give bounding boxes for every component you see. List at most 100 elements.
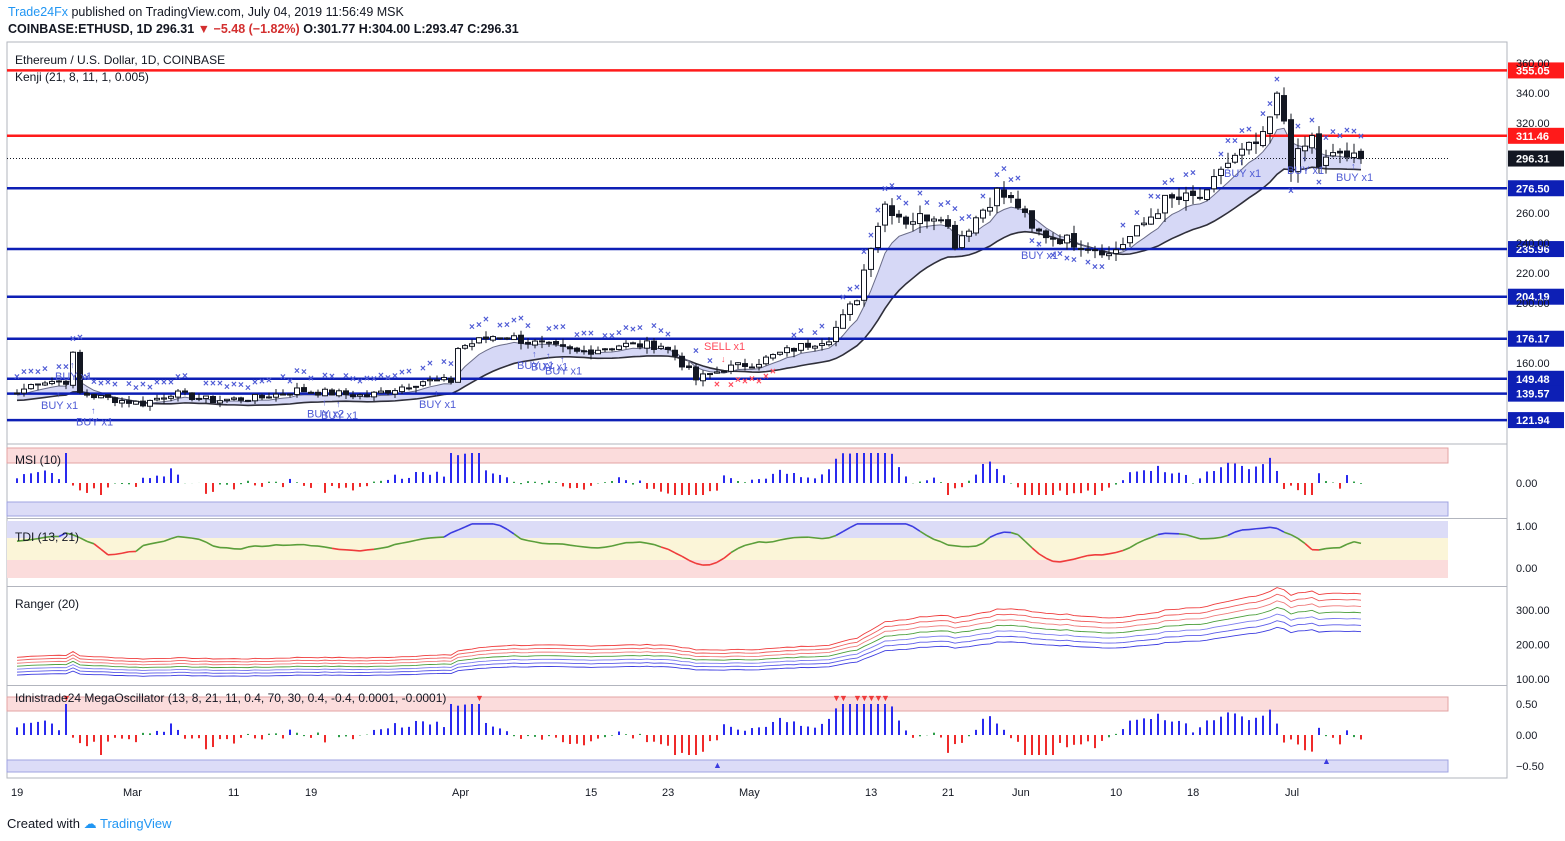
buy-x-marker: ×: [812, 328, 818, 339]
author-link[interactable]: Trade24Fx: [8, 5, 68, 19]
candle-up: [875, 225, 881, 249]
candle-up: [938, 219, 944, 222]
candle-down: [1078, 247, 1084, 250]
tdi-line-segment: [408, 539, 417, 543]
tdi-line-segment: [1031, 547, 1040, 555]
buy-x-marker: ×: [504, 320, 510, 331]
buy-x-marker: ×: [882, 184, 888, 195]
candle-up: [1092, 249, 1098, 252]
candle-down: [553, 341, 559, 345]
candle-down: [182, 390, 188, 393]
buy-x-marker: ×: [616, 328, 622, 339]
candle-up: [973, 217, 979, 234]
close-value: 296.31: [480, 22, 519, 36]
buy-x-marker: ×: [105, 378, 111, 389]
buy-x-marker: ×: [1148, 191, 1154, 202]
tdi-line-segment: [93, 543, 102, 550]
candle-down: [1015, 198, 1021, 209]
buy-x-marker: ×: [259, 377, 265, 388]
tdi-line-segment: [100, 548, 109, 556]
tdi-line-segment: [121, 550, 130, 555]
buy-x-marker: ×: [553, 322, 559, 333]
candle-up: [840, 314, 846, 329]
tdi-line-segment: [576, 545, 585, 548]
buy-x-marker: ×: [1358, 132, 1364, 143]
sell-x-marker: ×: [728, 380, 734, 391]
tdi-lower-zone: [7, 560, 1448, 578]
buy-x-marker: ×: [266, 375, 272, 386]
last-price-tag: [1508, 150, 1564, 167]
tdi-line-segment: [758, 540, 767, 544]
buy-x-marker: ×: [399, 367, 405, 378]
time-tick-label: 23: [662, 787, 674, 799]
tdi-line-segment: [114, 552, 123, 556]
buy-x-marker: ×: [1344, 126, 1350, 137]
buy-signal-label: BUY x1: [1021, 250, 1058, 262]
candle-down: [1029, 210, 1035, 229]
msi-overbought-zone: [6, 447, 1449, 464]
candle-up: [1225, 162, 1231, 168]
high-label: H:: [358, 22, 372, 36]
buy-arrow-icon: ↑: [1302, 154, 1307, 164]
down-triangle-icon: ▼: [197, 22, 211, 36]
candle-down: [679, 355, 685, 368]
candle-up: [1295, 148, 1301, 173]
low-value: 293.47: [425, 22, 464, 36]
low-label: L:: [413, 22, 426, 36]
tdi-line-segment: [37, 536, 46, 540]
tdi-line-segment: [772, 539, 781, 543]
candle-up: [707, 373, 713, 376]
tdi-line-segment: [1304, 542, 1313, 551]
candle-up: [1134, 225, 1140, 237]
publish-line: Trade24Fx published on TradingView.com, …: [8, 5, 404, 19]
ranger-tick-label: 100.00: [1516, 674, 1550, 686]
tdi-line-segment: [583, 546, 592, 549]
candle-down: [385, 390, 391, 394]
tdi-line-segment: [1045, 557, 1054, 563]
candle-up: [35, 383, 41, 386]
tdi-line-segment: [331, 547, 340, 551]
buy-x-marker: ×: [322, 370, 328, 381]
buy-x-marker: ×: [350, 374, 356, 385]
level-price-tag: [1508, 385, 1564, 402]
candle-up: [1351, 152, 1357, 158]
tdi-line-segment: [170, 535, 179, 540]
tdi-line-segment: [86, 540, 95, 545]
tdi-line-segment: [716, 557, 725, 564]
candle-down: [791, 347, 797, 352]
buy-x-marker: ×: [441, 357, 447, 368]
candle-down: [574, 347, 580, 352]
ranger-tick-label: 300.00: [1516, 605, 1550, 617]
tradingview-brand-link[interactable]: TradingView: [100, 816, 172, 831]
tdi-line-segment: [688, 559, 697, 565]
tdi-line-segment: [198, 538, 207, 543]
mega-tick-label: 0.00: [1516, 730, 1537, 742]
candle-down: [1036, 228, 1042, 232]
tdi-line-segment: [30, 537, 39, 541]
last-price-label: 296.31: [1516, 154, 1550, 166]
buy-x-marker: ×: [371, 374, 377, 385]
candle-down: [672, 349, 678, 357]
tdi-line-segment: [744, 542, 753, 547]
mega-sell-triangle-icon: ▼: [839, 693, 848, 703]
buy-x-marker: ×: [875, 205, 881, 216]
tdi-upper-zone: [7, 521, 1448, 538]
candle-up: [819, 343, 825, 346]
tdi-line-segment: [275, 543, 284, 547]
time-tick-label: Apr: [452, 787, 469, 799]
level-price-label: 235.96: [1516, 244, 1550, 256]
tdi-line-segment: [779, 537, 788, 541]
candle-down: [693, 366, 699, 381]
mega-buy-triangle-icon: ▲: [713, 760, 722, 770]
mega-sell-triangle-icon: ▼: [860, 693, 869, 703]
buy-x-marker: ×: [427, 359, 433, 370]
buy-x-marker: ×: [161, 377, 167, 388]
tdi-line-segment: [527, 539, 536, 543]
candle-down: [686, 365, 692, 369]
candle-down: [903, 216, 909, 225]
tdi-line-segment: [660, 546, 669, 550]
tdi-line-segment: [1353, 540, 1362, 545]
tdi-line-segment: [1269, 526, 1278, 530]
buy-x-marker: ×: [924, 198, 930, 209]
